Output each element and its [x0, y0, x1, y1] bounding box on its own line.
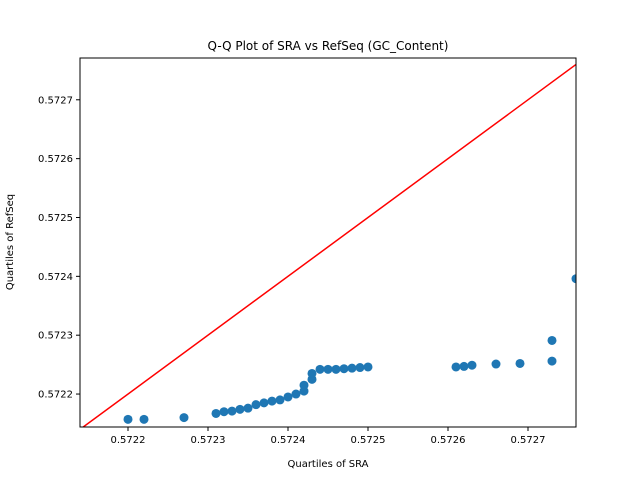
axes-frame: [79, 57, 577, 428]
x-axis-label: Quartiles of SRA: [287, 459, 368, 470]
data-point: [251, 400, 261, 410]
data-point: [259, 398, 269, 408]
data-point: [211, 408, 221, 418]
reference-line: [82, 63, 576, 427]
y-axis-label: Quartiles of RefSeq: [5, 194, 16, 290]
data-point: [347, 363, 357, 373]
x-tick-label: 0.5723: [191, 435, 226, 446]
data-point: [275, 395, 285, 405]
data-point: [123, 414, 133, 424]
data-point: [243, 403, 253, 413]
data-point: [515, 358, 525, 368]
y-tick-label: 0.5726: [38, 154, 73, 165]
data-point: [547, 335, 557, 345]
data-point: [451, 362, 461, 372]
y-tick-label: 0.5723: [38, 331, 73, 342]
data-point: [219, 407, 229, 417]
data-point: [571, 274, 576, 284]
data-point: [299, 380, 309, 390]
data-point: [291, 389, 301, 399]
y-tick-label: 0.5727: [38, 95, 73, 106]
x-tick-label: 0.5726: [431, 435, 466, 446]
x-tick-label: 0.5724: [271, 435, 306, 446]
data-point: [363, 362, 373, 372]
y-tick-label: 0.5725: [38, 213, 73, 224]
x-tick-label: 0.5722: [111, 435, 146, 446]
chart-title: Q-Q Plot of SRA vs RefSeq (GC_Content): [208, 39, 449, 53]
y-tick-label: 0.5724: [38, 272, 73, 283]
data-point: [547, 356, 557, 366]
data-point: [467, 360, 477, 370]
data-point: [267, 396, 277, 406]
data-point: [227, 406, 237, 416]
data-point: [307, 368, 317, 378]
data-point: [355, 363, 365, 373]
data-point: [139, 414, 149, 424]
data-point: [179, 413, 189, 423]
data-point: [323, 364, 333, 374]
x-tick-label: 0.5725: [351, 435, 386, 446]
y-tick-label: 0.5722: [38, 390, 73, 401]
data-point: [459, 361, 469, 371]
data-point: [283, 392, 293, 402]
data-point: [339, 364, 349, 374]
x-tick-label: 0.5727: [511, 435, 546, 446]
data-point: [331, 364, 341, 374]
data-point: [491, 359, 501, 369]
data-point: [235, 404, 245, 414]
data-point: [315, 364, 325, 374]
